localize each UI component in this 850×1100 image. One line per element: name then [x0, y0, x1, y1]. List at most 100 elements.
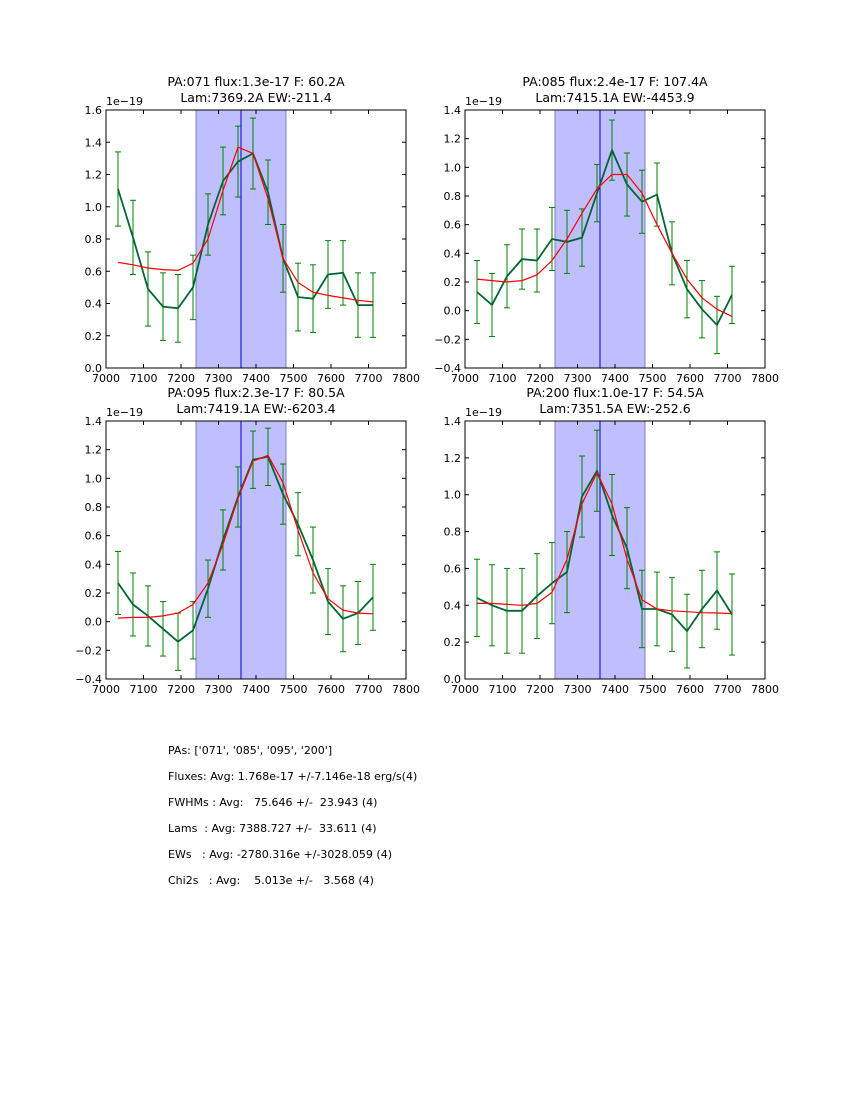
y-tick-label: 0.6	[444, 562, 462, 575]
y-tick-label: 1.4	[85, 415, 103, 428]
x-tick-label: 7300	[564, 372, 592, 385]
x-tick-label: 7800	[751, 372, 779, 385]
subplot-1: 7000 7100 7200 7300 7400 7500 7600 7700 7800 0.0 0…	[85, 74, 421, 385]
x-tick-label: 7200	[526, 683, 554, 696]
x-tick-label: 7400	[601, 683, 629, 696]
y-tick-label: 1.2	[444, 133, 462, 146]
subplot-title-line1: PA:071 flux:1.3e-17 F: 60.2A	[167, 74, 345, 89]
x-tick-label: 7700	[355, 372, 383, 385]
stats-ews: EWs : Avg: -2780.316e +/-3028.059 (4)	[168, 848, 393, 861]
y-tick-label: −0.4	[434, 362, 461, 375]
y-tick-label: 0.2	[444, 636, 462, 649]
series-fit-line	[477, 471, 733, 615]
x-tick-label: 7100	[130, 372, 158, 385]
y-tick-label: 0.6	[85, 530, 103, 543]
y-tick-label: 0.6	[85, 265, 103, 278]
y-tick-label: 1.0	[85, 201, 103, 214]
axis-offset-label: 1e−19	[106, 95, 143, 108]
axis-offset-label: 1e−19	[106, 406, 143, 419]
y-tick-label: 0.0	[85, 616, 103, 629]
y-tick-label: −0.2	[434, 333, 461, 346]
series-data-line	[476, 468, 733, 633]
x-tick-label: 7800	[392, 372, 420, 385]
y-tick-label: 1.0	[444, 489, 462, 502]
x-tick-label: 7800	[392, 683, 420, 696]
y-tick-label: −0.4	[75, 673, 102, 686]
x-tick-label: 7500	[280, 372, 308, 385]
x-tick-label: 7000	[92, 372, 120, 385]
x-tick-label: 7300	[205, 372, 233, 385]
x-tick-label: 7200	[167, 683, 195, 696]
x-tick-label: 7100	[130, 683, 158, 696]
y-tick-label: 0.4	[85, 298, 103, 311]
axis-offset-label: 1e−19	[465, 95, 502, 108]
y-tick-label: 1.6	[85, 104, 103, 117]
y-tick-label: 1.2	[85, 444, 103, 457]
subplot-title-line2: Lam:7415.1A EW:-4453.9	[535, 90, 694, 105]
subplot-title-line2: Lam:7351.5A EW:-252.6	[539, 401, 690, 416]
subplot-2: 7000 7100 7200 7300 7400 7500 7600 7700 7800 −0.4…	[434, 74, 779, 385]
series-data-line	[476, 147, 733, 327]
y-tick-label: 1.2	[85, 169, 103, 182]
x-tick-label: 7100	[489, 372, 517, 385]
y-tick-label: −0.2	[75, 644, 102, 657]
summary-stats: PAs: ['071', '085', '095', '200'] Fluxes…	[168, 744, 417, 900]
x-tick-label: 7400	[242, 683, 270, 696]
y-tick-label: 0.8	[444, 526, 462, 539]
x-tick-label: 7500	[280, 683, 308, 696]
stats-fwhms: FWHMs : Avg: 75.646 +/- 23.943 (4)	[168, 796, 378, 809]
series-data-line	[117, 152, 373, 310]
y-tick-label: 0.0	[85, 362, 103, 375]
y-tick-label: 0.2	[85, 330, 103, 343]
y-tick-label: 0.8	[85, 501, 103, 514]
y-tick-label: 1.2	[444, 452, 462, 465]
subplot-title-line1: PA:095 flux:2.3e-17 F: 80.5A	[167, 385, 345, 400]
y-tick-label: 0.8	[85, 233, 103, 246]
subplot-title-line1: PA:200 flux:1.0e-17 F: 54.5A	[526, 385, 704, 400]
subplot-4: 7000 7100 7200 7300 7400 7500 7600 7700 7800 0.0 0…	[444, 385, 780, 696]
x-tick-label: 7000	[92, 683, 120, 696]
subplot-title-line2: Lam:7369.2A EW:-211.4	[180, 90, 331, 105]
x-tick-label: 7500	[639, 372, 667, 385]
x-tick-label: 7700	[714, 372, 742, 385]
series-fit-line	[476, 173, 733, 317]
y-tick-label: 0.2	[444, 276, 462, 289]
series-fit-line	[117, 146, 374, 303]
x-tick-label: 7100	[489, 683, 517, 696]
y-tick-label: 1.4	[444, 104, 462, 117]
x-tick-label: 7700	[714, 683, 742, 696]
error-bar	[115, 550, 121, 615]
stats-lams: Lams : Avg: 7388.727 +/- 33.611 (4)	[168, 822, 377, 835]
stats-pas: PAs: ['071', '085', '095', '200']	[168, 744, 333, 757]
x-tick-label: 7400	[601, 372, 629, 385]
x-tick-label: 7000	[451, 372, 479, 385]
y-tick-label: 0.0	[444, 673, 462, 686]
stats-fluxes: Fluxes: Avg: 1.768e-17 +/-7.146e-18 erg/…	[168, 770, 418, 783]
y-tick-label: 0.8	[444, 190, 462, 203]
y-tick-label: 0.4	[444, 599, 462, 612]
subplot-title-line2: Lam:7419.1A EW:-6203.4	[176, 401, 335, 416]
y-tick-label: 0.6	[444, 219, 462, 232]
x-tick-label: 7700	[355, 683, 383, 696]
axis-offset-label: 1e−19	[465, 406, 502, 419]
x-tick-label: 7600	[317, 683, 345, 696]
subplot-3: 7000 7100 7200 7300 7400 7500 7600 7700 7800 −0.4…	[75, 385, 420, 696]
x-tick-label: 7800	[751, 683, 779, 696]
y-tick-label: 1.4	[85, 136, 103, 149]
y-tick-label: 0.4	[444, 247, 462, 260]
x-tick-label: 7500	[639, 683, 667, 696]
y-tick-label: 1.0	[85, 472, 103, 485]
x-tick-label: 7600	[317, 372, 345, 385]
y-tick-label: 1.0	[444, 161, 462, 174]
y-tick-label: 0.0	[444, 305, 462, 318]
x-tick-label: 7300	[564, 683, 592, 696]
x-tick-label: 7000	[451, 683, 479, 696]
series-fit-line	[117, 454, 374, 619]
stats-chi2s: Chi2s : Avg: 5.013e +/- 3.568 (4)	[168, 874, 374, 887]
x-tick-label: 7400	[242, 372, 270, 385]
x-tick-label: 7200	[526, 372, 554, 385]
y-tick-label: 0.2	[85, 587, 103, 600]
subplot-title-line1: PA:085 flux:2.4e-17 F: 107.4A	[522, 74, 708, 89]
